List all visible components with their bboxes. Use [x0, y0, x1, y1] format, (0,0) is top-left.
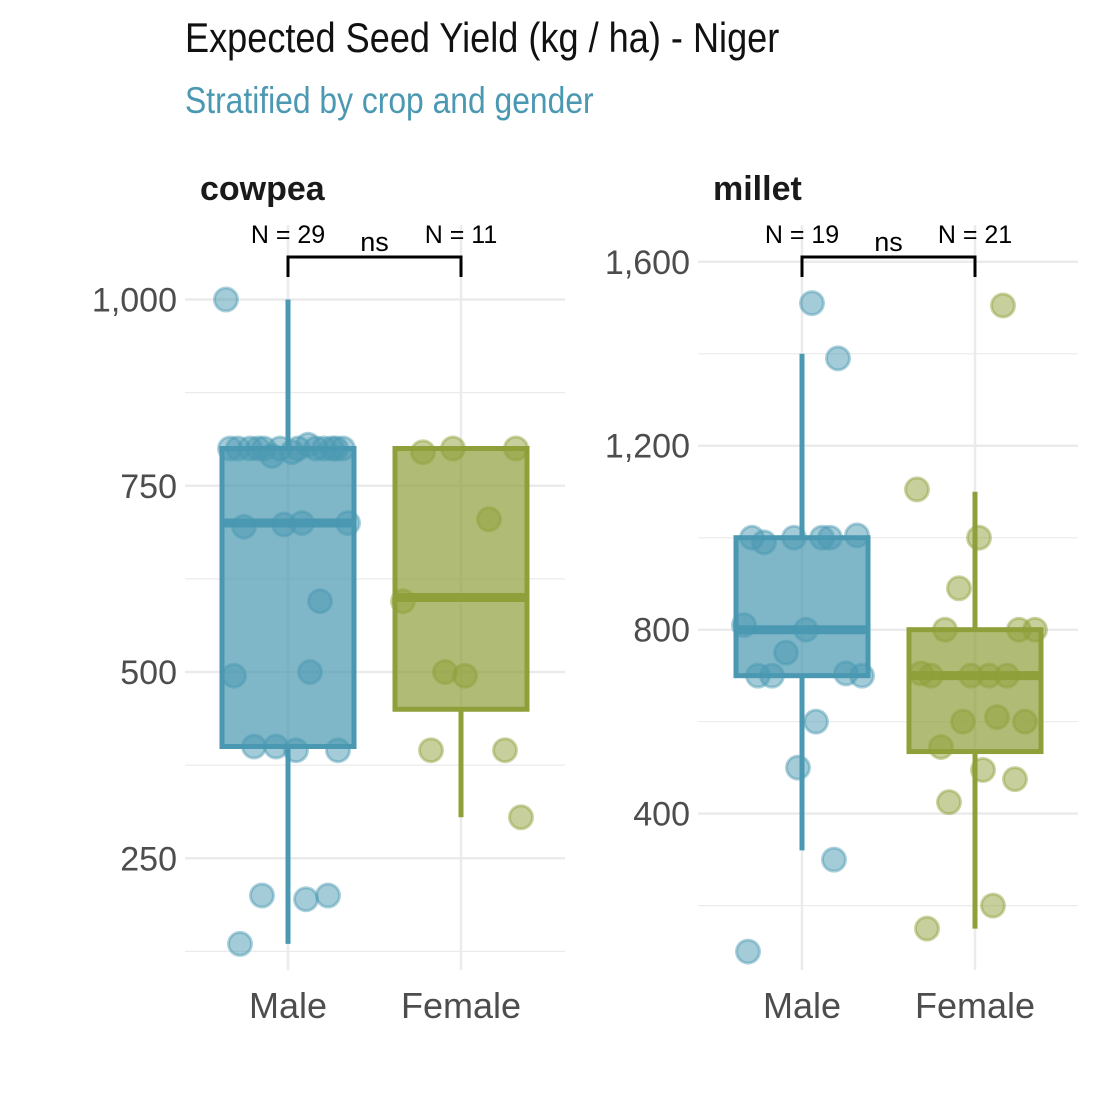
data-point-female	[946, 575, 972, 602]
data-point-female	[503, 435, 529, 462]
data-point-female	[980, 892, 1006, 919]
data-point-male	[283, 737, 309, 764]
data-point-male	[773, 639, 799, 666]
y-tick-label: 250	[120, 840, 177, 878]
data-point-female	[984, 704, 1010, 731]
data-point-female	[492, 737, 518, 764]
facet-label-millet: millet	[713, 170, 802, 208]
sample-size-label: N = 29	[251, 221, 325, 249]
data-point-male	[793, 616, 819, 643]
box-iqr	[906, 627, 1044, 755]
data-point-male	[781, 524, 807, 551]
data-point-male	[844, 522, 870, 549]
significance-label: ns	[360, 227, 389, 257]
data-point-male	[227, 930, 253, 957]
box-male	[733, 353, 871, 851]
y-tick-label: 400	[633, 796, 690, 834]
data-point-female	[932, 616, 958, 643]
data-point-female	[914, 915, 940, 942]
data-point-male	[217, 435, 243, 462]
comparison-bracket	[286, 255, 463, 277]
y-tick-label: 800	[633, 612, 690, 650]
data-point-male	[293, 886, 319, 913]
data-point-female	[970, 756, 996, 783]
data-point-female	[994, 662, 1020, 689]
data-point-male	[297, 659, 323, 685]
panel-cowpea: 250 500 750 1,000 cowpea ns N = 29 N = 11 Male Fe…	[92, 170, 565, 1026]
sample-size-label: N = 19	[765, 221, 839, 249]
y-tick-label: 750	[120, 468, 177, 506]
data-point-female	[904, 476, 930, 503]
data-point-male	[307, 588, 333, 615]
data-point-male	[325, 737, 351, 764]
y-tick-label: 1,600	[605, 244, 690, 282]
data-point-female	[476, 506, 502, 533]
data-point-female	[410, 439, 436, 466]
data-point-male	[821, 846, 847, 873]
data-point-female	[936, 789, 962, 816]
data-point-male	[817, 524, 843, 551]
y-tick-label: 1,000	[92, 282, 177, 320]
data-point-male	[335, 510, 361, 536]
data-point-male	[825, 345, 851, 372]
x-tick-label: Male	[249, 985, 327, 1026]
data-point-female	[1002, 766, 1028, 793]
data-point-male	[315, 882, 341, 909]
data-point-female	[432, 659, 458, 685]
data-point-male	[735, 938, 761, 965]
x-tick-label: Female	[915, 985, 1035, 1026]
y-tick-label: 1,200	[605, 428, 690, 466]
data-point-female	[1012, 708, 1038, 735]
data-point-male	[849, 662, 875, 689]
box-female	[906, 491, 1044, 929]
significance-label: ns	[874, 227, 903, 257]
data-point-male	[213, 286, 239, 313]
data-point-female	[958, 662, 984, 689]
data-point-female	[908, 660, 934, 687]
data-point-male	[799, 290, 825, 317]
data-point-male	[785, 754, 811, 781]
x-tick-label: Female	[401, 985, 521, 1026]
data-point-male	[271, 511, 297, 538]
box-male	[219, 299, 357, 944]
data-point-female	[390, 588, 416, 615]
data-point-male	[745, 662, 771, 689]
data-point-female	[990, 292, 1016, 319]
chart-subtitle: Stratified by crop and gender	[185, 80, 594, 121]
data-point-male	[319, 435, 345, 462]
data-point-male	[731, 612, 757, 639]
data-point-male	[245, 435, 271, 462]
box-iqr	[733, 535, 871, 679]
x-tick-label: Male	[763, 985, 841, 1026]
data-point-male	[231, 513, 257, 540]
data-point-male	[803, 708, 829, 735]
data-point-male	[249, 882, 275, 909]
data-point-female	[928, 733, 954, 760]
data-point-female	[508, 804, 534, 831]
comparison-bracket	[800, 255, 977, 277]
chart-title: Expected Seed Yield (kg / ha) - Niger	[185, 14, 780, 61]
data-point-female	[440, 435, 466, 462]
panel-millet: 400 800 1,200 1,600 millet ns N = 19 N = 21 Male…	[605, 170, 1078, 1026]
sample-size-label: N = 11	[425, 221, 498, 249]
data-point-male	[241, 733, 267, 760]
sample-size-label: N = 21	[938, 221, 1012, 249]
data-point-female	[1022, 616, 1048, 643]
data-point-female	[966, 524, 992, 551]
data-point-female	[418, 737, 444, 764]
data-point-male	[751, 529, 777, 556]
box-iqr	[219, 446, 357, 749]
data-point-female	[950, 708, 976, 735]
y-tick-label: 500	[120, 654, 177, 692]
data-point-male	[221, 662, 247, 689]
facet-label-cowpea: cowpea	[200, 170, 326, 208]
